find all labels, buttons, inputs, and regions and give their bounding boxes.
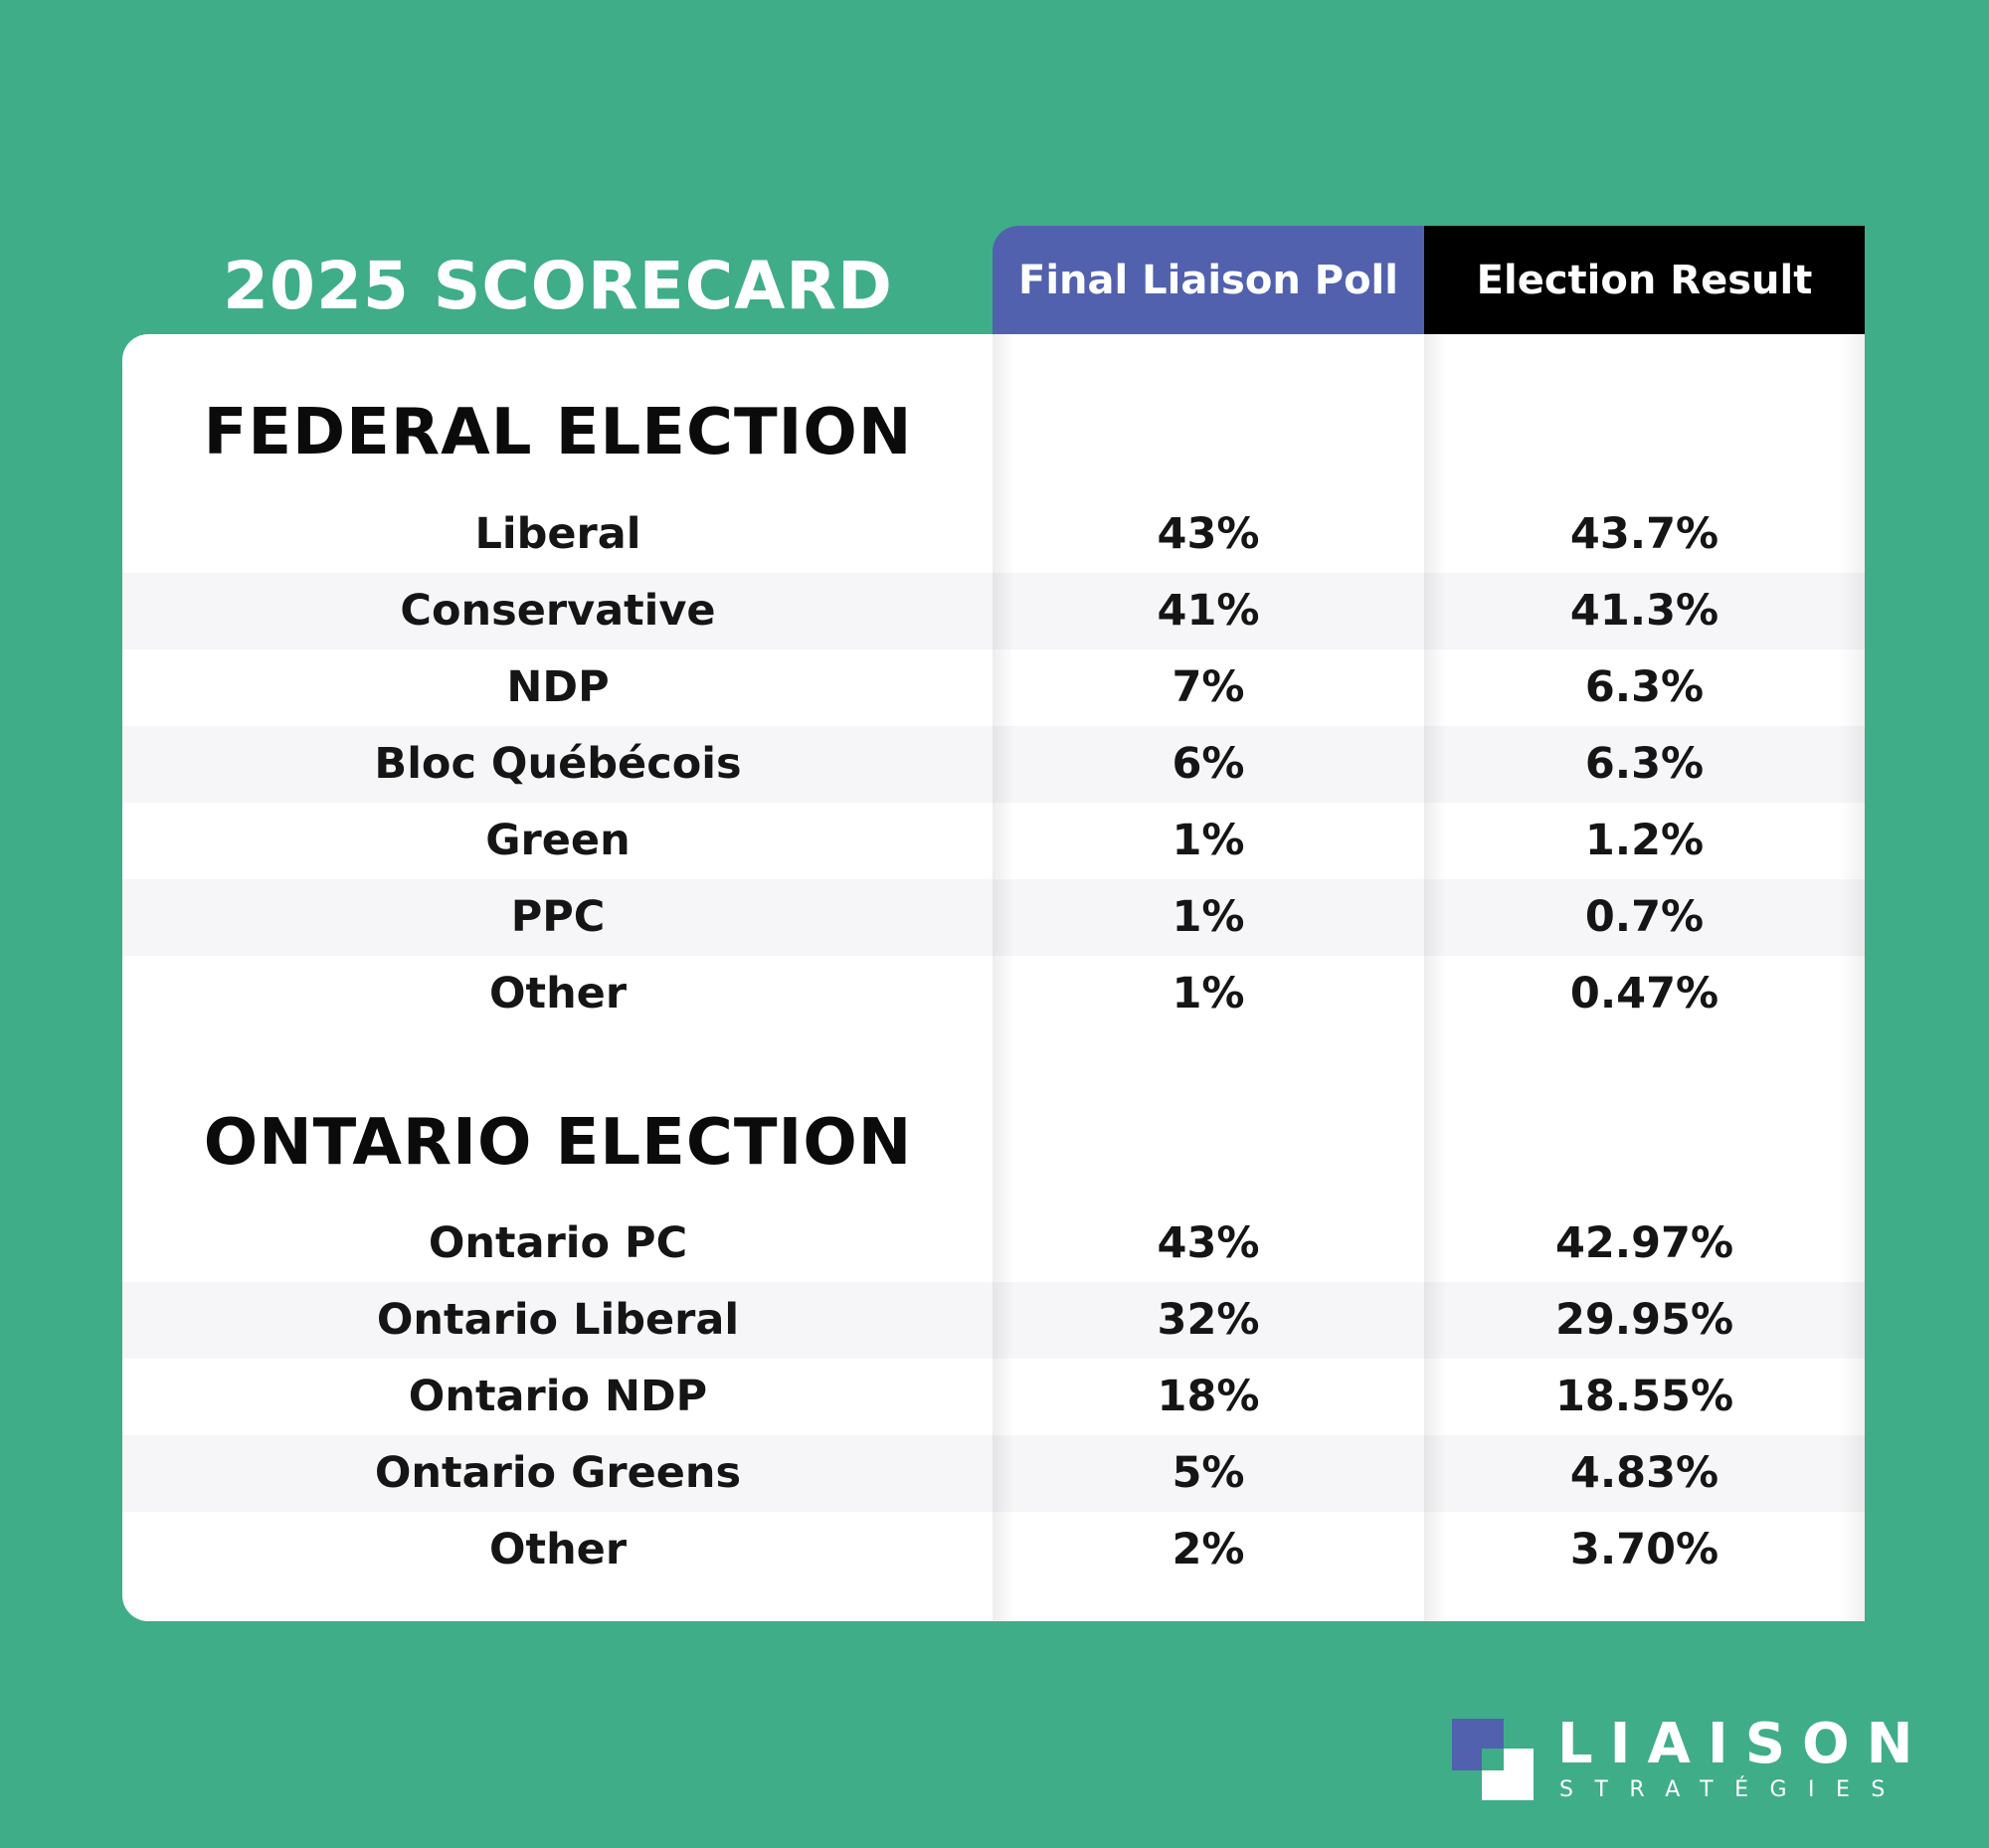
result-value: 1.2% xyxy=(1584,816,1705,865)
result-value: 4.83% xyxy=(1569,1448,1719,1498)
party-name: Ontario PC xyxy=(428,1218,688,1268)
scorecard-table: FEDERAL ELECTION Liberal 43% 43.7% Conse… xyxy=(122,334,1865,1621)
party-name: Liberal xyxy=(474,509,641,559)
logo-tagline: STRATÉGIES xyxy=(1559,1777,1906,1802)
section-title-federal: FEDERAL ELECTION xyxy=(203,396,913,469)
row-band xyxy=(122,1435,1865,1512)
section-title-ontario: ONTARIO ELECTION xyxy=(203,1106,913,1180)
result-value: 0.47% xyxy=(1569,969,1719,1018)
party-name: Other xyxy=(488,1525,628,1574)
column-divider xyxy=(1424,334,1446,1621)
result-value: 42.97% xyxy=(1554,1218,1734,1268)
poll-value: 32% xyxy=(1157,1295,1260,1345)
row-band xyxy=(122,879,1865,956)
party-name: Ontario Greens xyxy=(374,1448,742,1498)
card-edge-shadow xyxy=(1839,334,1865,1621)
result-value: 43.7% xyxy=(1569,509,1719,559)
party-name: PPC xyxy=(510,892,606,942)
column-divider xyxy=(993,334,1014,1621)
poll-value: 5% xyxy=(1172,1448,1245,1498)
result-value: 0.7% xyxy=(1584,892,1705,942)
party-name: Green xyxy=(485,816,631,865)
scorecard-title: 2025 SCORECARD xyxy=(223,248,893,324)
logo-name: LIAISON xyxy=(1557,1712,1930,1776)
poll-value: 1% xyxy=(1172,816,1245,865)
result-value: 6.3% xyxy=(1584,662,1705,712)
liaison-squares-logo-icon xyxy=(1452,1719,1534,1800)
result-value: 29.95% xyxy=(1554,1295,1734,1345)
party-name: Other xyxy=(488,969,628,1018)
column-header-result: Election Result xyxy=(1424,226,1865,334)
party-name: Conservative xyxy=(400,586,716,636)
poll-value: 43% xyxy=(1157,1218,1260,1268)
poll-value: 18% xyxy=(1157,1372,1260,1421)
result-value: 6.3% xyxy=(1584,739,1705,789)
poll-value: 1% xyxy=(1172,969,1245,1018)
party-name: Bloc Québécois xyxy=(374,739,742,789)
poll-value: 1% xyxy=(1172,892,1245,942)
poll-value: 6% xyxy=(1172,739,1245,789)
poll-value: 2% xyxy=(1172,1525,1245,1574)
party-name: Ontario Liberal xyxy=(376,1295,740,1345)
result-value: 41.3% xyxy=(1569,586,1719,636)
column-header-poll: Final Liaison Poll xyxy=(993,226,1424,334)
row-band xyxy=(122,573,1865,649)
result-value: 18.55% xyxy=(1554,1372,1734,1421)
row-band xyxy=(122,1282,1865,1359)
poll-value: 41% xyxy=(1157,586,1260,636)
party-name: NDP xyxy=(506,662,610,712)
party-name: Ontario NDP xyxy=(408,1372,708,1421)
poll-value: 7% xyxy=(1172,662,1245,712)
poll-value: 43% xyxy=(1157,509,1260,559)
row-band xyxy=(122,726,1865,803)
result-value: 3.70% xyxy=(1569,1525,1719,1574)
liaison-logo: LIAISON STRATÉGIES xyxy=(1452,1713,1913,1804)
